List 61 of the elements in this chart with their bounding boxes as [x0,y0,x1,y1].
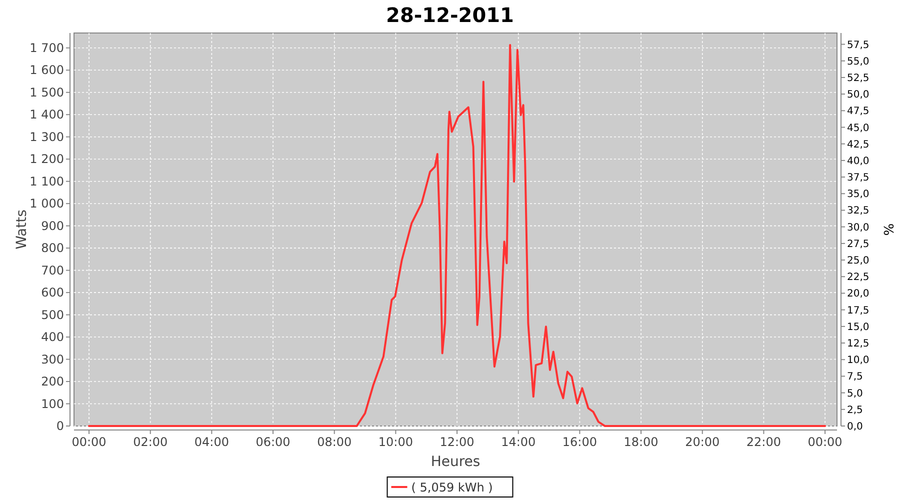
y2-tick-label: 10,0 [847,355,870,366]
y2-tick-label: 15,0 [847,322,870,333]
y-tick-label: 1 700 [30,40,64,55]
y2-tick-label: 50,0 [847,90,870,101]
x-tick-label: 00:00 [72,435,106,449]
x-tick-label: 14:00 [501,435,536,449]
y-tick-label: 1 300 [30,130,64,144]
x-tick-label: 04:00 [194,435,229,449]
y2-tick-label: 22,5 [847,272,870,284]
y2-tick-label: 2,5 [847,404,863,416]
y2-tick-label: 40,0 [847,156,870,167]
y2-tick-label: 52,5 [847,72,870,84]
x-tick-label: 16:00 [562,435,597,449]
y-tick-label: 800 [41,241,64,256]
x-tick-label: 06:00 [256,435,290,449]
y2-tick-label: 20,0 [847,288,870,300]
y2-tick-label: 37,5 [847,172,870,184]
y-tick-label: 300 [41,352,64,366]
y2-tick-label: 12,5 [847,338,870,350]
x-tick-label: 00:00 [808,435,842,449]
y2-tick-label: 45,0 [847,122,870,134]
legend-label: ( 5,059 kWh ) [411,480,493,494]
y-tick-label: 700 [41,263,64,278]
y2-tick-label: 32,5 [847,206,870,217]
y2-tick-label: 25,0 [847,256,870,267]
y-tick-label: 900 [41,218,64,233]
y-axis-title: Watts [14,210,30,250]
y-tick-label: 0 [56,419,64,433]
x-tick-label: 12:00 [440,435,474,449]
x-tick-label: 20:00 [685,435,720,449]
y2-tick-label: 47,5 [847,106,870,118]
y-tick-label: 1 400 [30,108,64,122]
y-tick-label: 600 [41,286,64,300]
x-tick-label: 02:00 [133,435,168,449]
y-tick-label: 500 [41,308,64,322]
y-tick-label: 1 000 [30,196,64,211]
line-series [88,44,826,427]
y-tick-label: 100 [41,396,64,411]
y-tick-label: 1 600 [30,63,64,78]
x-tick-label: 08:00 [317,435,352,449]
y2-tick-label: 27,5 [847,238,870,250]
y2-tick-label: 0,0 [847,422,863,432]
y-tick-label: 1 100 [30,174,64,188]
y2-tick-label: 42,5 [847,139,870,150]
y2-tick-label: 5,0 [847,388,863,400]
y-tick-label: 1 200 [30,152,64,166]
chart-title: 28-12-2011 [386,3,514,27]
x-tick-label: 10:00 [378,435,413,449]
x-tick-label: 22:00 [746,435,781,449]
y2-tick-label: 7,5 [847,372,863,383]
y2-tick-label: 57,5 [847,40,870,51]
y2-axis-title: % [880,223,895,236]
y2-tick-label: 30,0 [847,222,870,234]
y-tick-label: 1 500 [30,85,64,100]
y2-tick-label: 17,5 [847,305,870,316]
y2-tick-label: 35,0 [847,189,870,200]
x-axis-title: Heures [430,454,480,470]
y2-tick-label: 55,0 [847,56,870,68]
y-tick-label: 400 [41,330,64,344]
y-tick-label: 200 [41,374,64,389]
x-tick-label: 18:00 [624,435,658,449]
